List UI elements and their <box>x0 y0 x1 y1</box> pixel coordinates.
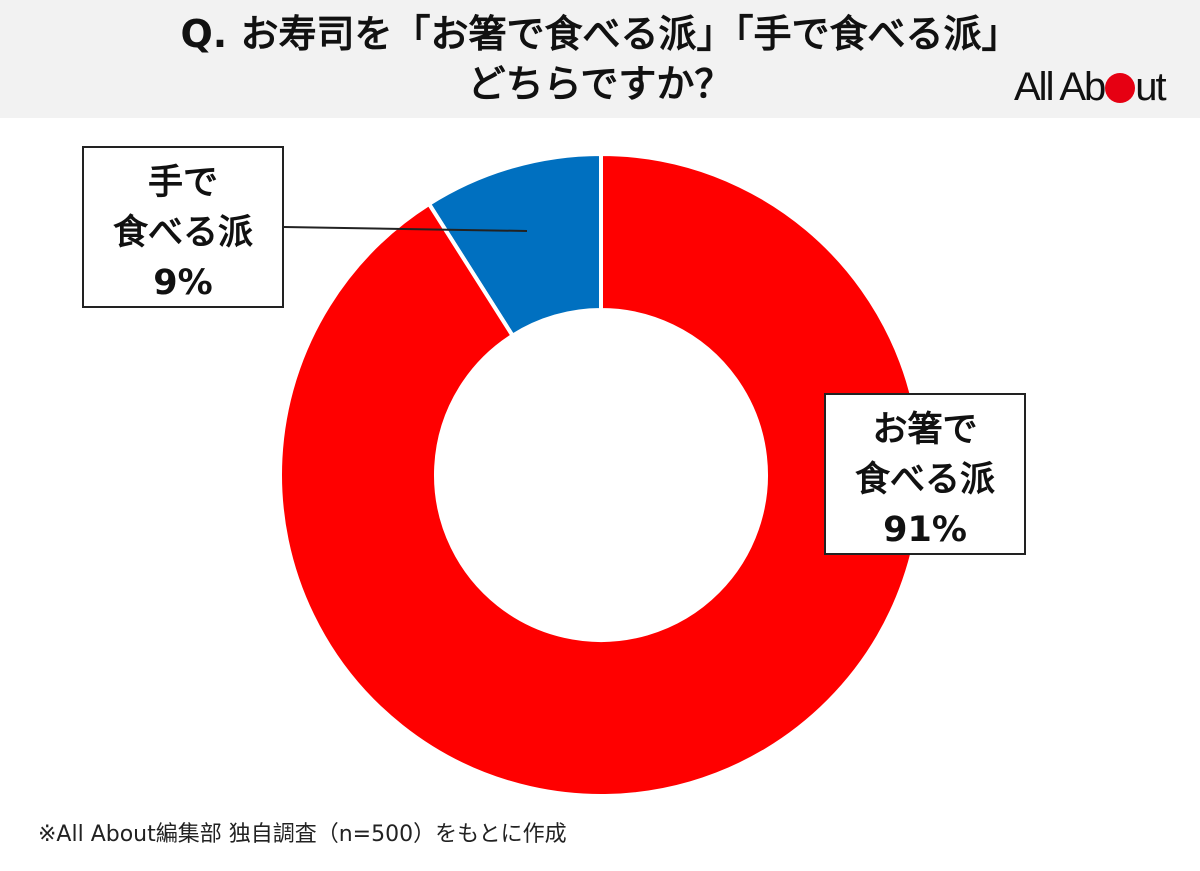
label-hand-line2: 食べる派 <box>112 213 253 253</box>
chart-title-line-2: どちらですか？ <box>467 62 733 106</box>
label-hand-line1: 手で <box>147 163 218 203</box>
label-chopsticks: お箸で 食べる派 91% <box>824 393 1026 555</box>
donut-chart <box>278 151 924 798</box>
footnote-source: ※All About編集部 独自調査（n=500）をもとに作成 <box>38 822 567 847</box>
chart-header: Q. お寿司を「お箸で食べる派」「手で食べる派」 どちらですか？ All Ab u… <box>0 0 1200 118</box>
label-chopsticks-value: 91% <box>883 510 967 550</box>
allabout-logo: All Ab ut <box>1014 64 1167 110</box>
label-hand: 手で 食べる派 9% <box>82 146 284 308</box>
label-hand-value: 9% <box>153 263 213 303</box>
leader-line-hand <box>283 226 528 232</box>
label-chopsticks-line2: 食べる派 <box>854 460 995 500</box>
logo-text-prefix: All Ab <box>1014 65 1106 109</box>
label-chopsticks-line1: お箸で <box>872 410 978 450</box>
chart-title-line-1: Q. お寿司を「お箸で食べる派」「手で食べる派」 <box>180 12 1020 56</box>
logo-dot-icon <box>1105 73 1136 103</box>
logo-text-suffix: ut <box>1135 65 1166 109</box>
